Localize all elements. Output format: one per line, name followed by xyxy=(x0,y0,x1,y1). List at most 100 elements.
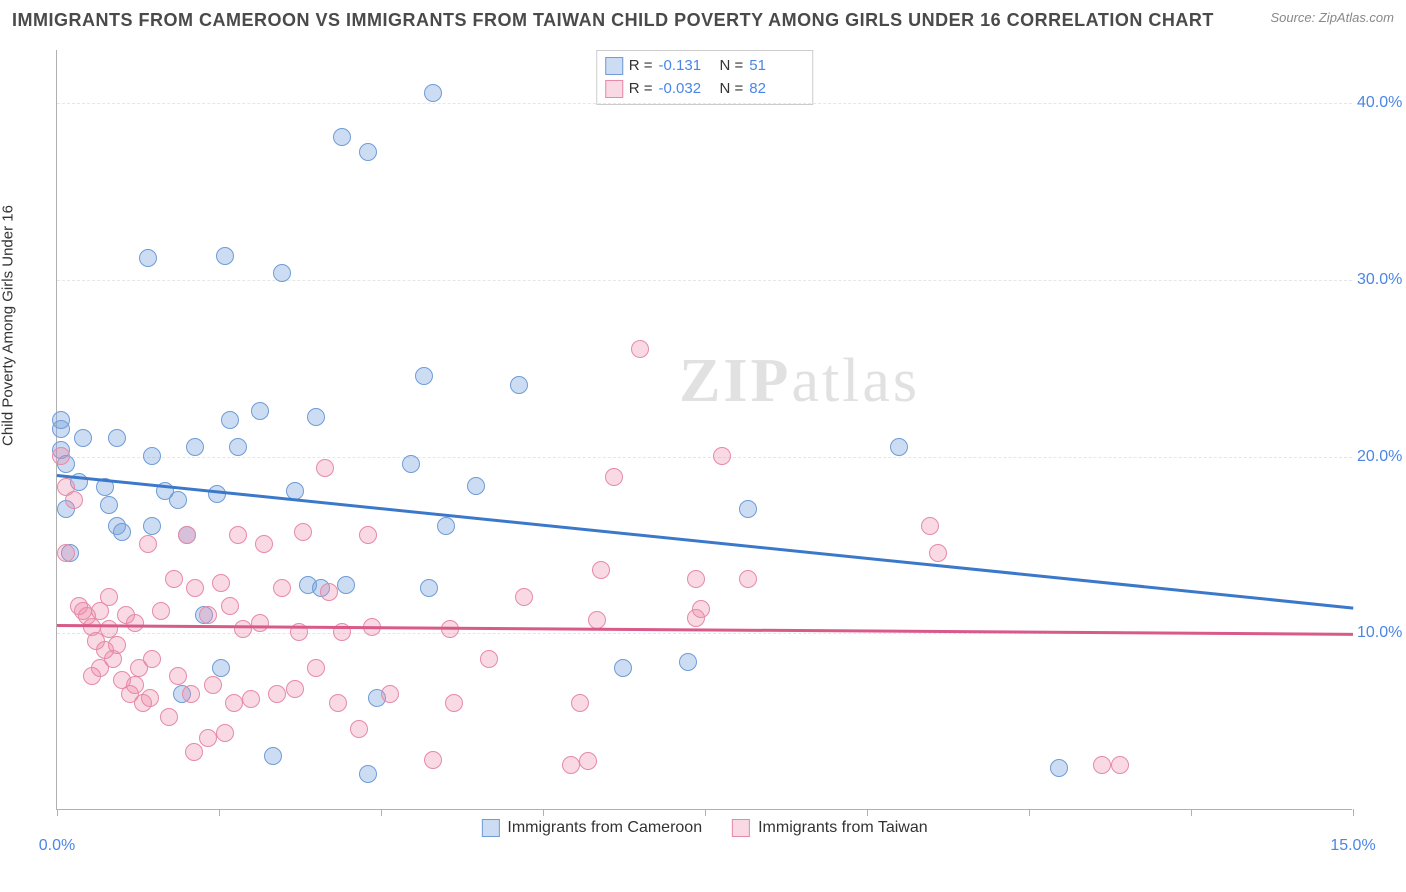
x-tick-mark xyxy=(1353,809,1354,816)
y-tick-label: 10.0% xyxy=(1357,624,1406,642)
data-point-cameroon xyxy=(108,429,126,447)
chart-title: IMMIGRANTS FROM CAMEROON VS IMMIGRANTS F… xyxy=(12,10,1214,31)
data-point-cameroon xyxy=(264,747,282,765)
data-point-cameroon xyxy=(216,247,234,265)
x-tick-mark xyxy=(1191,809,1192,816)
data-point-taiwan xyxy=(65,491,83,509)
data-point-cameroon xyxy=(212,659,230,677)
data-point-cameroon xyxy=(402,455,420,473)
data-point-taiwan xyxy=(96,641,114,659)
data-point-taiwan xyxy=(692,600,710,618)
data-point-taiwan xyxy=(307,659,325,677)
data-point-cameroon xyxy=(890,438,908,456)
data-point-cameroon xyxy=(139,249,157,267)
data-point-cameroon xyxy=(273,264,291,282)
data-point-cameroon xyxy=(467,477,485,495)
data-point-taiwan xyxy=(57,544,75,562)
data-point-cameroon xyxy=(100,496,118,514)
y-tick-label: 40.0% xyxy=(1357,94,1406,112)
data-point-cameroon xyxy=(221,411,239,429)
data-point-taiwan xyxy=(83,667,101,685)
swatch-cameroon xyxy=(605,57,623,75)
trend-line-cameroon xyxy=(57,474,1353,609)
data-point-cameroon xyxy=(52,411,70,429)
data-point-taiwan xyxy=(329,694,347,712)
data-point-taiwan xyxy=(579,752,597,770)
data-point-taiwan xyxy=(152,602,170,620)
correlation-legend: R = -0.131 N = 51 R = -0.032 N = 82 xyxy=(596,50,814,105)
data-point-cameroon xyxy=(1050,759,1068,777)
x-tick-label: 15.0% xyxy=(1330,837,1375,855)
data-point-taiwan xyxy=(165,570,183,588)
watermark: ZIPatlas xyxy=(679,346,920,417)
data-point-taiwan xyxy=(204,676,222,694)
data-point-taiwan xyxy=(605,468,623,486)
data-point-cameroon xyxy=(113,523,131,541)
data-point-cameroon xyxy=(169,491,187,509)
data-point-taiwan xyxy=(424,751,442,769)
r-value-taiwan: -0.032 xyxy=(659,78,714,101)
data-point-cameroon xyxy=(437,517,455,535)
data-point-taiwan xyxy=(143,650,161,668)
data-point-taiwan xyxy=(571,694,589,712)
data-point-cameroon xyxy=(359,143,377,161)
data-point-taiwan xyxy=(381,685,399,703)
data-point-taiwan xyxy=(251,614,269,632)
gridline xyxy=(57,457,1352,458)
data-point-taiwan xyxy=(739,570,757,588)
chart-header: IMMIGRANTS FROM CAMEROON VS IMMIGRANTS F… xyxy=(12,10,1394,31)
data-point-cameroon xyxy=(229,438,247,456)
data-point-taiwan xyxy=(229,526,247,544)
x-tick-mark xyxy=(867,809,868,816)
x-tick-label: 0.0% xyxy=(39,837,75,855)
data-point-cameroon xyxy=(337,576,355,594)
data-point-taiwan xyxy=(515,588,533,606)
data-point-taiwan xyxy=(350,720,368,738)
data-point-cameroon xyxy=(614,659,632,677)
x-tick-mark xyxy=(705,809,706,816)
data-point-taiwan xyxy=(185,743,203,761)
n-value-cameroon: 51 xyxy=(749,55,804,78)
data-point-taiwan xyxy=(480,650,498,668)
series-legend: Immigrants from Cameroon Immigrants from… xyxy=(481,819,927,837)
data-point-taiwan xyxy=(268,685,286,703)
data-point-taiwan xyxy=(592,561,610,579)
data-point-taiwan xyxy=(221,597,239,615)
data-point-taiwan xyxy=(445,694,463,712)
data-point-taiwan xyxy=(182,685,200,703)
data-point-cameroon xyxy=(143,517,161,535)
x-tick-mark xyxy=(381,809,382,816)
r-value-cameroon: -0.131 xyxy=(659,55,714,78)
data-point-taiwan xyxy=(212,574,230,592)
data-point-taiwan xyxy=(169,667,187,685)
data-point-taiwan xyxy=(359,526,377,544)
data-point-taiwan xyxy=(273,579,291,597)
data-point-taiwan xyxy=(199,606,217,624)
data-point-cameroon xyxy=(359,765,377,783)
data-point-cameroon xyxy=(679,653,697,671)
data-point-taiwan xyxy=(1093,756,1111,774)
data-point-taiwan xyxy=(255,535,273,553)
data-point-taiwan xyxy=(320,583,338,601)
data-point-cameroon xyxy=(333,128,351,146)
data-point-cameroon xyxy=(307,408,325,426)
data-point-taiwan xyxy=(929,544,947,562)
data-point-taiwan xyxy=(687,570,705,588)
swatch-taiwan xyxy=(605,80,623,98)
data-point-taiwan xyxy=(126,676,144,694)
data-point-taiwan xyxy=(225,694,243,712)
data-point-cameroon xyxy=(208,485,226,503)
data-point-taiwan xyxy=(141,689,159,707)
x-tick-mark xyxy=(1029,809,1030,816)
data-point-taiwan xyxy=(234,620,252,638)
gridline xyxy=(57,103,1352,104)
legend-row-taiwan: R = -0.032 N = 82 xyxy=(605,78,805,101)
data-point-cameroon xyxy=(510,376,528,394)
data-point-taiwan xyxy=(178,526,196,544)
data-point-taiwan xyxy=(631,340,649,358)
swatch-taiwan xyxy=(732,819,750,837)
data-point-cameroon xyxy=(251,402,269,420)
data-point-cameroon xyxy=(739,500,757,518)
data-point-taiwan xyxy=(216,724,234,742)
data-point-taiwan xyxy=(562,756,580,774)
